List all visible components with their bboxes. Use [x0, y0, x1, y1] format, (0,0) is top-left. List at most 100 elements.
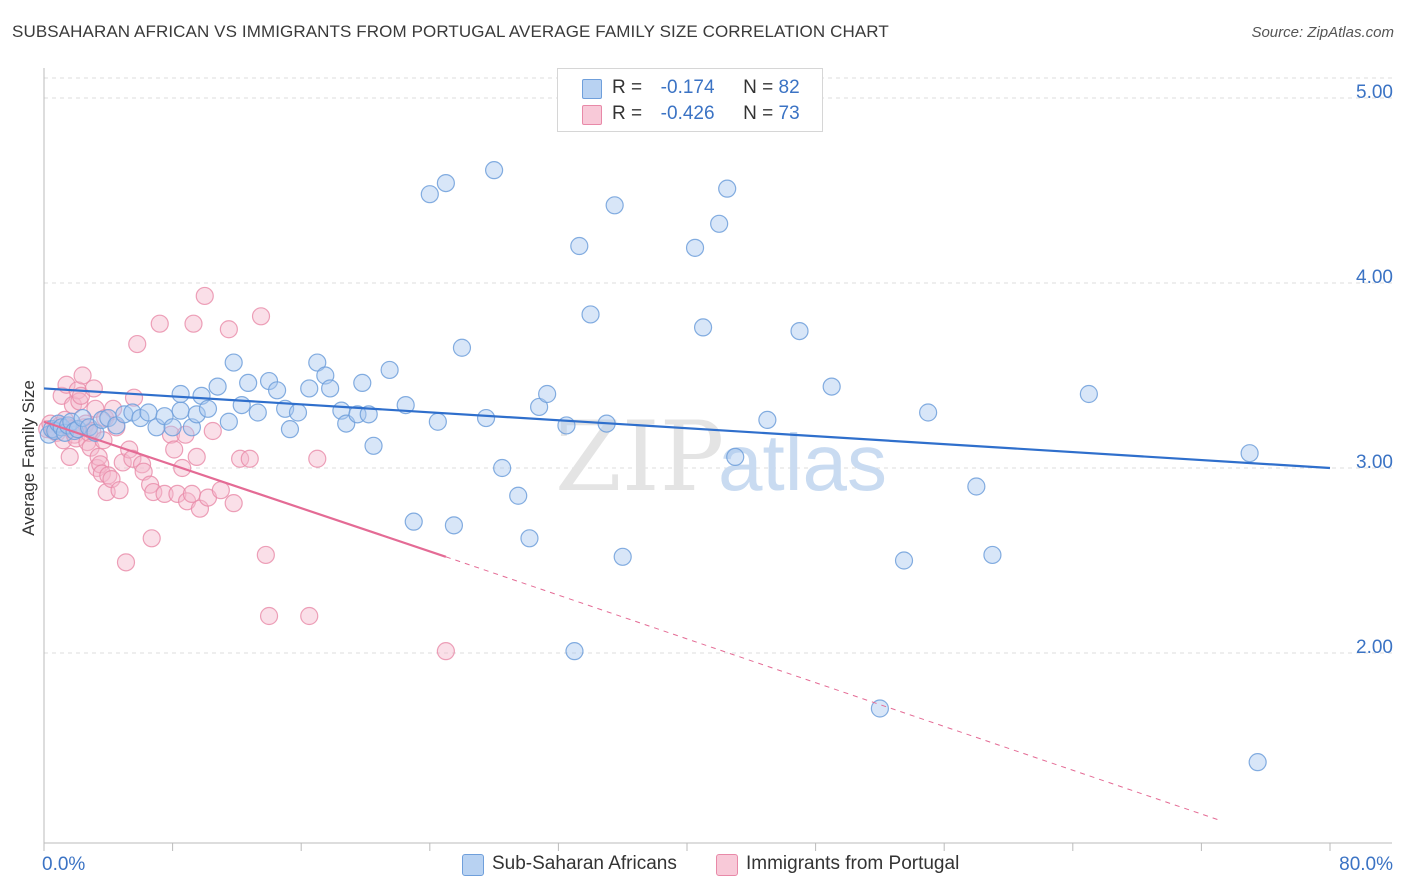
- data-point-pink: [60, 447, 79, 466]
- data-point-blue: [710, 214, 729, 233]
- data-point-blue: [219, 412, 238, 431]
- data-point-blue: [171, 401, 190, 420]
- data-point-blue: [364, 436, 383, 455]
- data-point-blue: [300, 379, 319, 398]
- legend-n-value: 82: [778, 77, 800, 98]
- data-point-blue: [870, 699, 890, 718]
- data-point-pink: [150, 314, 169, 333]
- data-point-blue: [288, 403, 308, 422]
- data-point-blue: [894, 551, 914, 570]
- trendline-pink-extended: [445, 556, 1218, 820]
- data-point-blue: [171, 384, 190, 404]
- data-point-pink: [161, 425, 181, 444]
- data-point-blue: [605, 196, 624, 215]
- data-point-pink: [300, 606, 319, 626]
- stats-legend: R = -0.174 N = 82 R = -0.426 N = 73: [557, 68, 823, 132]
- data-point-blue: [198, 399, 218, 418]
- data-point-pink: [86, 399, 105, 418]
- data-point-blue: [452, 338, 472, 357]
- data-point-blue: [509, 486, 528, 505]
- data-point-blue: [1079, 384, 1098, 404]
- tick-labels: 2.00 3.00 4.00 5.00 0.0% 80.0%: [42, 82, 1393, 875]
- axes: [43, 68, 1392, 851]
- data-point-blue: [380, 360, 399, 380]
- data-point-blue: [436, 174, 455, 193]
- data-point-pink: [187, 447, 206, 466]
- data-point-pink: [116, 553, 136, 572]
- y-tick-label: 4.00: [1356, 267, 1393, 288]
- data-point-blue: [726, 447, 745, 466]
- data-point-pink: [203, 421, 222, 441]
- bottom-legend-swatch-blue: [462, 854, 484, 876]
- data-point-pink: [219, 320, 238, 339]
- data-point-blue: [613, 547, 632, 566]
- data-point-blue: [581, 305, 600, 324]
- y-tick-label: 2.00: [1356, 637, 1393, 658]
- data-point-pink: [73, 366, 92, 385]
- data-point-pink: [128, 334, 147, 354]
- data-point-blue: [396, 396, 415, 415]
- x-tick-label: 80.0%: [1339, 854, 1393, 875]
- data-point-blue: [224, 353, 243, 372]
- data-point-blue: [420, 185, 439, 204]
- y-tick-label: 5.00: [1356, 82, 1393, 103]
- grid-lines: [44, 77, 1392, 654]
- data-point-blue: [444, 516, 464, 535]
- data-point-pink: [195, 286, 214, 306]
- data-point-pink: [224, 494, 243, 513]
- data-point-blue: [321, 379, 340, 398]
- data-point-blue: [485, 161, 504, 180]
- data-point-blue: [758, 410, 777, 429]
- data-point-blue: [967, 477, 986, 496]
- data-point-blue: [570, 236, 589, 256]
- source-label: Source: ZipAtlas.com: [1251, 24, 1394, 41]
- data-point-blue: [685, 238, 705, 257]
- data-point-pink: [256, 545, 275, 565]
- data-point-pink: [168, 484, 187, 503]
- data-point-pink: [84, 379, 103, 398]
- data-point-pink: [308, 449, 327, 468]
- data-point-blue: [476, 408, 496, 428]
- data-point-pink: [231, 449, 250, 468]
- data-point-pink: [165, 440, 184, 459]
- data-point-blue: [267, 381, 287, 400]
- legend-r-label: R =: [612, 103, 643, 124]
- data-point-blue: [538, 384, 557, 404]
- legend-swatch-pink: [582, 105, 602, 125]
- bottom-legend-swatch-pink: [716, 854, 738, 876]
- data-point-blue: [73, 408, 92, 428]
- series-immigrants-from-portugal: [38, 286, 455, 661]
- data-point-blue: [718, 179, 737, 198]
- data-point-pink: [142, 529, 161, 548]
- data-point-blue: [1248, 753, 1267, 772]
- legend-r-value: -0.426: [660, 103, 715, 124]
- legend-swatch-blue: [582, 79, 602, 99]
- data-point-blue: [232, 396, 251, 415]
- data-point-blue: [822, 377, 841, 396]
- legend-n-label: N =: [743, 103, 774, 124]
- data-point-pink: [92, 464, 111, 483]
- data-point-blue: [248, 403, 267, 422]
- data-point-blue: [239, 373, 258, 392]
- bottom-legend-label: Sub-Saharan Africans: [492, 853, 677, 874]
- data-point-pink: [155, 484, 174, 503]
- data-point-blue: [919, 403, 938, 422]
- data-point-blue: [428, 412, 447, 431]
- x-tick-label: 0.0%: [42, 854, 85, 875]
- data-point-blue: [693, 318, 713, 337]
- data-point-blue: [493, 458, 512, 478]
- data-point-blue: [790, 322, 809, 341]
- data-point-pink: [240, 449, 259, 468]
- data-point-blue: [163, 418, 182, 437]
- data-point-blue: [353, 373, 372, 392]
- data-point-pink: [436, 642, 455, 661]
- data-point-pink: [184, 314, 203, 333]
- series-sub-saharan-africans: [39, 161, 1267, 772]
- data-point-blue: [983, 545, 1002, 565]
- data-point-blue: [308, 353, 327, 372]
- data-point-pink: [123, 449, 142, 468]
- data-point-blue: [520, 529, 539, 548]
- y-tick-label: 3.00: [1356, 452, 1393, 473]
- data-point-pink: [110, 481, 129, 500]
